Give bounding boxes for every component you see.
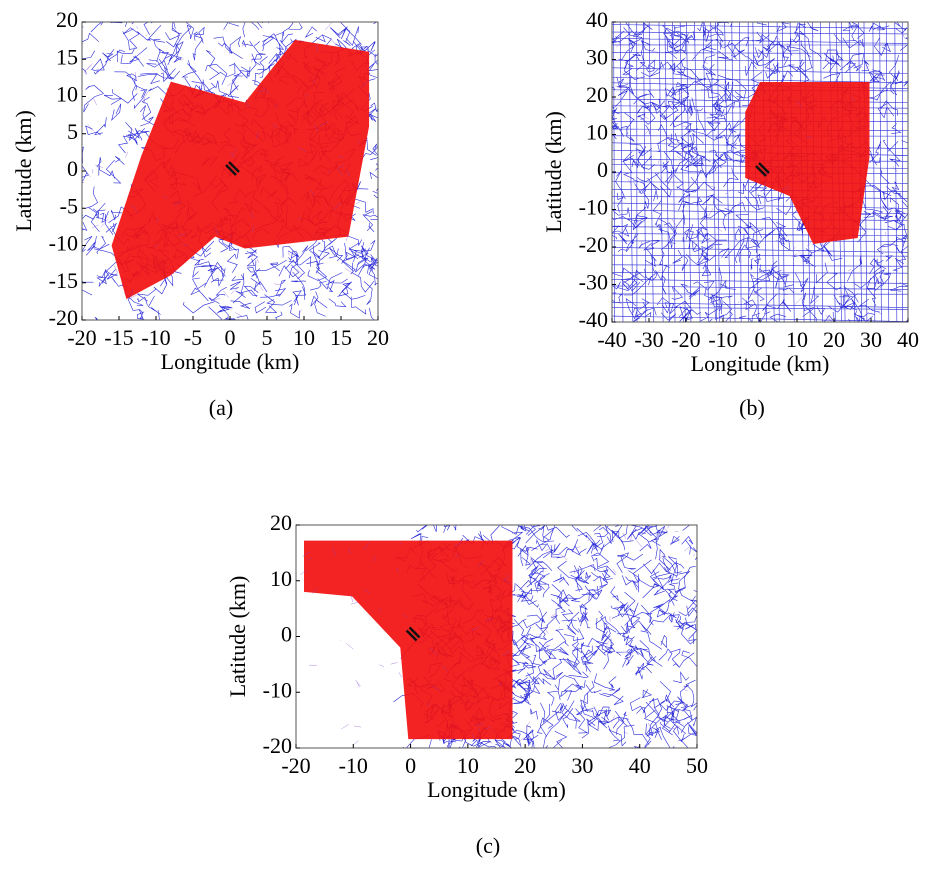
x-tick-label: 0 [405, 753, 416, 778]
x-tick-label: -40 [597, 327, 626, 352]
x-tick-label: 40 [629, 753, 651, 778]
x-tick-label: -20 [67, 325, 96, 350]
y-tick-label: 30 [586, 45, 608, 70]
y-axis-label: Latitude (km) [541, 111, 566, 233]
coverage-region [304, 540, 513, 740]
y-tick-label: -40 [579, 307, 608, 332]
y-tick-label: -30 [579, 270, 608, 295]
panel: -40 -30 -20 -10 0 10 20 30 40 -40 -30 -20 -10 0 10 20 30… [541, 7, 919, 420]
x-tick-label: 30 [571, 753, 593, 778]
x-tick-label: 40 [897, 327, 919, 352]
y-tick-label: 15 [56, 44, 78, 69]
road-overlay [299, 525, 697, 746]
x-axis-label: Longitude (km) [161, 349, 300, 374]
x-axis-label: Longitude (km) [691, 351, 830, 376]
map-layer [299, 525, 697, 748]
x-tick-label: -30 [634, 327, 663, 352]
x-tick-label: -15 [104, 325, 133, 350]
x-tick-label: 15 [330, 325, 352, 350]
x-tick-label: 5 [262, 325, 273, 350]
y-axis-label: Latitude (km) [225, 576, 250, 698]
y-tick-label: -10 [579, 195, 608, 220]
x-tick-label: 20 [367, 325, 389, 350]
x-tick-label: 20 [514, 753, 536, 778]
x-tick-label: -10 [339, 753, 368, 778]
x-tick-label: 50 [686, 753, 708, 778]
x-tick-label: 0 [225, 325, 236, 350]
y-tick-label: -5 [60, 193, 78, 218]
y-tick-label: -15 [49, 268, 78, 293]
y-tick-label: 20 [270, 510, 292, 535]
x-axis-label: Longitude (km) [427, 777, 566, 802]
x-tick-label: -20 [281, 753, 310, 778]
x-tick-label: -10 [141, 325, 170, 350]
caption: (c) [476, 833, 500, 858]
panel: -20 -15 -10 -5 0 5 10 15 20 -20 -15 -10 -5 0 5 10 15 20 Lo… [11, 7, 389, 420]
y-tick-label: -20 [263, 733, 292, 758]
caption: (b) [739, 395, 765, 420]
y-tick-label: 20 [586, 82, 608, 107]
x-tick-label: 0 [755, 327, 766, 352]
x-tick-label: -20 [671, 327, 700, 352]
coverage-region [745, 82, 870, 244]
y-axis-label: Latitude (km) [11, 110, 36, 232]
y-tick-label: 0 [281, 622, 292, 647]
map-layer [82, 22, 378, 320]
y-tick-label: -10 [263, 677, 292, 702]
road-overlay [82, 22, 378, 317]
map-layer [612, 22, 908, 322]
x-tick-label: 10 [293, 325, 315, 350]
x-tick-label: 30 [860, 327, 882, 352]
y-tick-label: -20 [579, 232, 608, 257]
y-tick-label: 10 [586, 120, 608, 145]
site-marker [225, 161, 240, 176]
x-tick-label: -10 [708, 327, 737, 352]
y-tick-label: 5 [67, 119, 78, 144]
site-marker [755, 162, 770, 177]
y-tick-label: 40 [586, 7, 608, 32]
y-tick-label: 10 [270, 566, 292, 591]
x-tick-label: 10 [457, 753, 479, 778]
y-tick-label: 10 [56, 82, 78, 107]
y-tick-label: 0 [67, 156, 78, 181]
road-overlay [615, 28, 908, 322]
y-tick-label: -10 [49, 231, 78, 256]
x-tick-label: 20 [823, 327, 845, 352]
site-marker [405, 626, 421, 642]
y-tick-label: -20 [49, 305, 78, 330]
caption: (a) [209, 395, 233, 420]
y-tick-label: 20 [56, 7, 78, 32]
coverage-region [111, 39, 370, 300]
x-tick-label: -5 [184, 325, 202, 350]
y-tick-label: 0 [597, 157, 608, 182]
x-tick-label: 10 [786, 327, 808, 352]
